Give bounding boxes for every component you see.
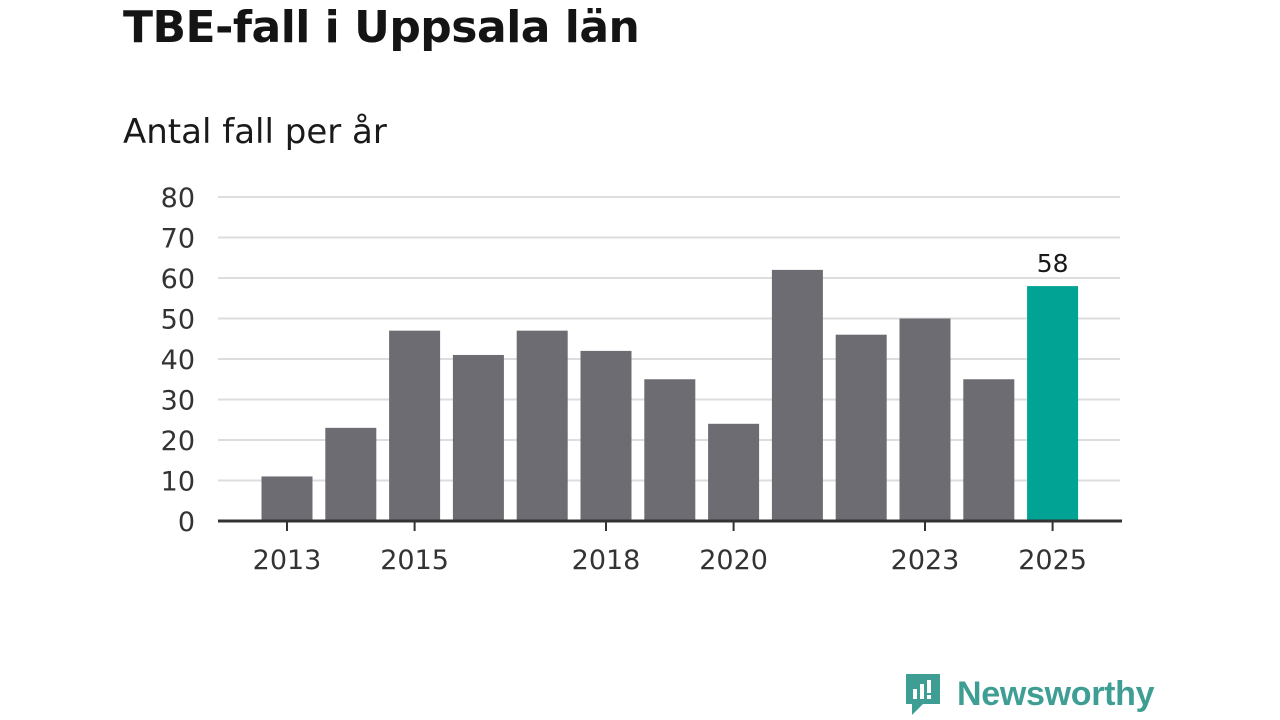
brand: Newsworthy bbox=[903, 671, 1155, 717]
newsworthy-logo-icon bbox=[906, 674, 940, 715]
y-tick-label-40: 40 bbox=[161, 345, 195, 376]
bar-2020 bbox=[708, 423, 760, 521]
bar-2015 bbox=[389, 330, 441, 521]
bars bbox=[261, 269, 1079, 521]
bar-2023 bbox=[899, 318, 951, 521]
y-tick-label-50: 50 bbox=[161, 305, 195, 336]
x-tick-label-2023: 2023 bbox=[891, 545, 960, 576]
data-label-2025: 58 bbox=[1037, 249, 1069, 278]
x-tick-label-2020: 2020 bbox=[699, 545, 768, 576]
x-tick-label-2013: 2013 bbox=[253, 545, 322, 576]
brand-name: Newsworthy bbox=[957, 674, 1155, 713]
y-tick-label-10: 10 bbox=[161, 467, 195, 498]
bar-2014 bbox=[325, 427, 377, 521]
x-tick-label-2018: 2018 bbox=[572, 545, 641, 576]
x-tick-label-2015: 2015 bbox=[380, 545, 449, 576]
y-tick-label-70: 70 bbox=[161, 224, 195, 255]
bar-2013 bbox=[261, 476, 313, 521]
labels: 0 10 20 30 40 50 60 70 80 58 2013 2015 2018 2020 2023 2… bbox=[161, 183, 1087, 576]
bar-2024 bbox=[963, 379, 1015, 521]
x-tick-label-2025: 2025 bbox=[1018, 545, 1087, 576]
bar-2025 bbox=[1027, 286, 1079, 521]
bar-2022 bbox=[835, 334, 887, 521]
bar-2021 bbox=[771, 269, 823, 521]
y-tick-label-60: 60 bbox=[161, 264, 195, 295]
bar-2016 bbox=[452, 354, 504, 521]
chart-title: TBE-fall i Uppsala län bbox=[123, 2, 640, 53]
bar-2018 bbox=[580, 350, 632, 521]
y-tick-label-30: 30 bbox=[161, 386, 195, 417]
axes bbox=[218, 519, 1122, 531]
bar-2017 bbox=[516, 330, 568, 521]
y-tick-label-80: 80 bbox=[161, 183, 195, 214]
chart-subtitle: Antal fall per år bbox=[123, 112, 387, 152]
bar-2019 bbox=[644, 379, 696, 521]
y-tick-label-0: 0 bbox=[178, 507, 195, 538]
y-tick-label-20: 20 bbox=[161, 426, 195, 457]
